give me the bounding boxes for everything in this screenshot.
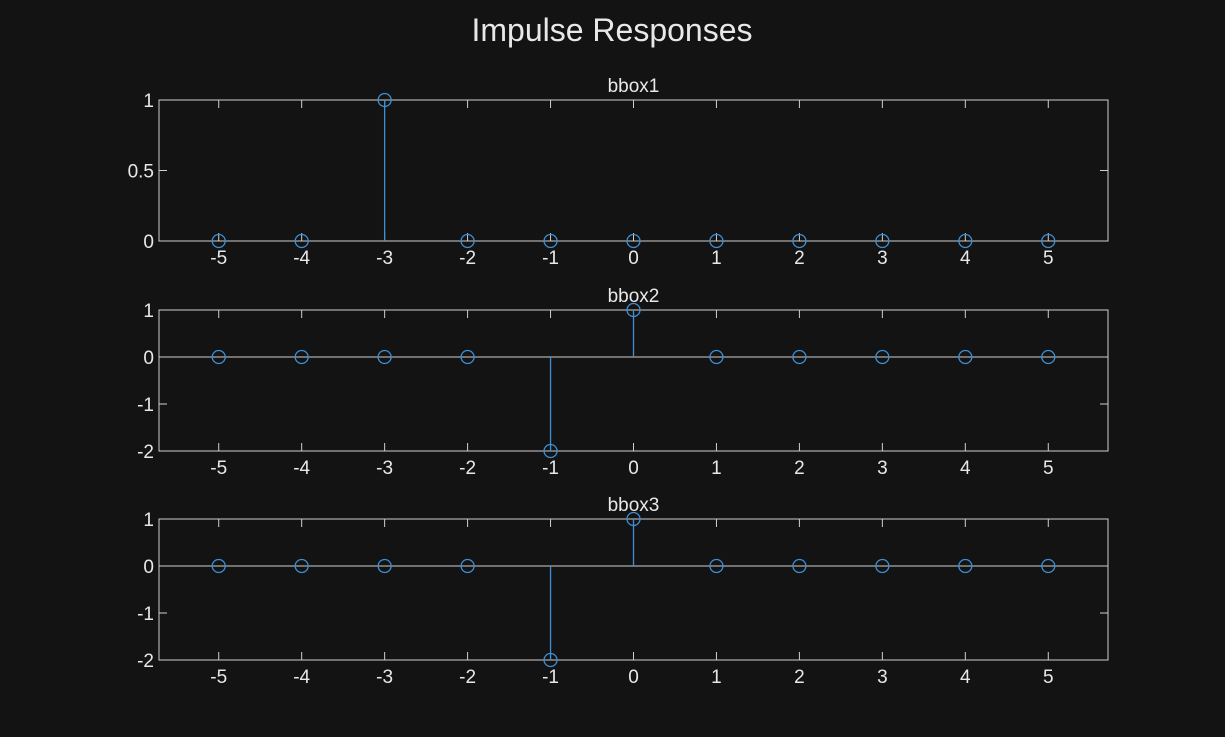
y-tick-label: -1 [137,395,154,416]
subplot-title: bbox2 [608,286,660,307]
x-tick-label: 3 [877,667,888,688]
stem-marker [792,349,807,365]
x-tick-label: 0 [628,458,639,479]
x-tick-label: -4 [293,248,310,269]
x-tick-label: -5 [210,667,227,688]
x-tick-label: 5 [1043,667,1054,688]
stem-marker [294,558,309,574]
stem-marker [377,558,392,574]
plots: bbox1 -5 -4 -3 -2 -1 0 1 2 3 4 5 0 0.5 1 bbox2 -5 -4 -3 -2 -… [128,76,1109,688]
x-tick-label: 3 [877,248,888,269]
stem-marker [460,349,475,365]
x-tick-label: -1 [542,458,559,479]
subplot-3: bbox3 -5 -4 -3 -2 -1 0 1 2 3 4 5 -2 -1 0 1 [137,495,1109,688]
x-tick-label: -5 [210,248,227,269]
x-tick-label: 2 [794,458,805,479]
y-tick-label: 1 [143,301,154,322]
x-tick-label: 1 [711,458,722,479]
axes-box [158,99,1109,242]
stem-marker [1041,233,1056,249]
x-tick-label: 1 [711,667,722,688]
stem-marker [294,349,309,365]
figure-title: Impulse Responses [471,12,752,48]
stem-marker [875,233,890,249]
stem-marker [1041,349,1056,365]
stem-marker [211,233,226,249]
subplot-1: bbox1 -5 -4 -3 -2 -1 0 1 2 3 4 5 0 0.5 1 [128,76,1109,269]
x-tick-label: -3 [376,667,393,688]
stem-marker [211,558,226,574]
x-tick-label: -1 [542,248,559,269]
x-tick-label: 0 [628,667,639,688]
y-tick-label: 0 [143,232,154,253]
stem-marker [211,349,226,365]
y-tick-label: 0 [143,557,154,578]
stem-marker [709,349,724,365]
x-tick-label: 5 [1043,248,1054,269]
subplot-2: bbox2 -5 -4 -3 -2 -1 0 1 2 3 4 5 -2 -1 0 1 [137,286,1109,479]
y-tick-label: -2 [137,442,154,463]
x-tick-label: -4 [293,667,310,688]
x-tick-label: -1 [542,667,559,688]
stem-marker [460,233,475,249]
x-tick-label: -2 [459,458,476,479]
stem-marker [792,558,807,574]
x-tick-label: -2 [459,248,476,269]
x-tick-label: -5 [210,458,227,479]
x-tick-label: 3 [877,458,888,479]
x-tick-label: 0 [628,248,639,269]
y-tick-label: 1 [143,91,154,112]
stem-marker [875,558,890,574]
y-tick-label: 0.5 [128,162,154,183]
stem-marker [377,92,392,108]
subplot-title: bbox1 [608,76,660,97]
stem-marker [709,558,724,574]
x-tick-label: -2 [459,667,476,688]
y-tick-label: 0 [143,348,154,369]
x-tick-label: 5 [1043,458,1054,479]
y-tick-label: -2 [137,651,154,672]
stem-marker [958,233,973,249]
stem-marker [543,443,558,459]
stem-marker [460,558,475,574]
x-tick-label: 1 [711,248,722,269]
stem-marker [294,233,309,249]
stem-marker [626,511,641,527]
stem-marker [626,233,641,249]
stem-marker [626,302,641,318]
x-tick-label: -3 [376,248,393,269]
subplot-title: bbox3 [608,495,660,516]
stem-marker [543,652,558,668]
stem-marker [958,349,973,365]
stem-marker [543,233,558,249]
stem-marker [875,349,890,365]
stem-marker [1041,558,1056,574]
x-tick-label: -4 [293,458,310,479]
x-tick-label: 4 [960,667,971,688]
x-tick-label: 4 [960,248,971,269]
stem-marker [709,233,724,249]
stem-marker [792,233,807,249]
x-tick-label: 2 [794,248,805,269]
y-tick-label: 1 [143,510,154,531]
stem-marker [958,558,973,574]
x-tick-label: 2 [794,667,805,688]
stem-marker [377,349,392,365]
x-tick-label: -3 [376,458,393,479]
y-tick-label: -1 [137,604,154,625]
x-tick-label: 4 [960,458,971,479]
